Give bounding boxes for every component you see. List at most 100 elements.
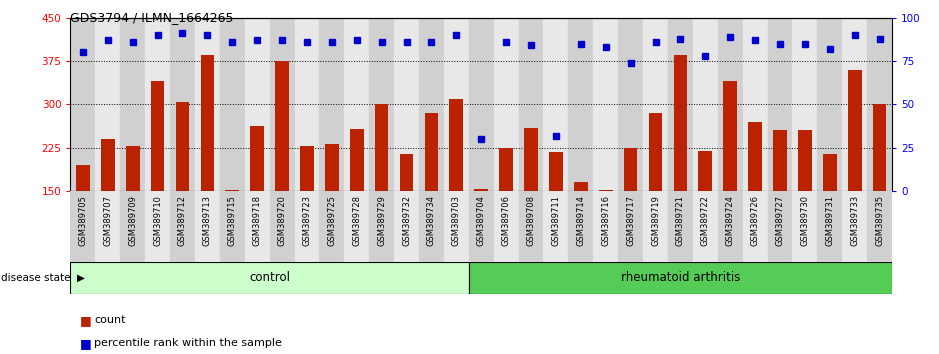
Bar — [574, 183, 588, 278]
Text: rheumatoid arthritis: rheumatoid arthritis — [621, 272, 740, 284]
Text: GSM389735: GSM389735 — [875, 195, 885, 246]
Bar — [225, 190, 239, 278]
Bar — [717, 18, 743, 191]
Bar — [120, 191, 146, 262]
Bar — [872, 104, 886, 278]
Bar — [748, 122, 762, 278]
Bar — [269, 191, 295, 262]
Text: GSM389731: GSM389731 — [825, 195, 835, 246]
Bar — [170, 191, 195, 262]
Bar — [500, 148, 513, 278]
Bar — [375, 104, 389, 278]
Bar — [400, 154, 413, 278]
Bar — [817, 18, 842, 191]
Text: percentile rank within the sample: percentile rank within the sample — [94, 338, 282, 348]
Text: GSM389704: GSM389704 — [477, 195, 485, 246]
Text: GSM389709: GSM389709 — [128, 195, 137, 246]
Bar — [146, 191, 170, 262]
Bar — [444, 18, 469, 191]
Bar — [793, 191, 817, 262]
Bar — [623, 148, 638, 278]
Bar — [699, 151, 712, 278]
Text: GSM389727: GSM389727 — [776, 195, 784, 246]
Bar — [842, 191, 867, 262]
Bar — [369, 191, 394, 262]
Bar — [350, 129, 363, 278]
Bar — [251, 126, 264, 278]
Bar — [618, 191, 643, 262]
Text: GSM389716: GSM389716 — [601, 195, 610, 246]
Text: GSM389729: GSM389729 — [377, 195, 386, 246]
Bar — [494, 18, 518, 191]
Bar — [842, 18, 867, 191]
Text: GSM389710: GSM389710 — [153, 195, 162, 246]
Bar — [544, 191, 568, 262]
Bar — [693, 18, 717, 191]
Bar — [618, 18, 643, 191]
Bar — [767, 191, 793, 262]
Text: GSM389718: GSM389718 — [253, 195, 262, 246]
Bar — [469, 18, 494, 191]
Bar — [170, 18, 195, 191]
Bar — [195, 18, 220, 191]
Text: GSM389714: GSM389714 — [577, 195, 585, 246]
Text: ■: ■ — [80, 314, 92, 327]
Bar — [369, 18, 394, 191]
Bar — [693, 191, 717, 262]
Bar — [474, 189, 488, 278]
Bar — [100, 139, 115, 278]
Bar — [673, 55, 687, 278]
Bar — [848, 70, 862, 278]
Text: GSM389722: GSM389722 — [700, 195, 710, 246]
Bar — [743, 18, 767, 191]
Bar — [220, 18, 245, 191]
Bar — [867, 191, 892, 262]
Bar — [295, 191, 319, 262]
Text: GSM389734: GSM389734 — [427, 195, 436, 246]
Text: count: count — [94, 315, 126, 325]
Bar — [549, 153, 562, 278]
Bar — [568, 18, 593, 191]
Bar — [798, 131, 811, 278]
Bar — [345, 191, 369, 262]
Text: GSM389712: GSM389712 — [178, 195, 187, 246]
Bar — [319, 191, 345, 262]
Bar — [643, 191, 668, 262]
Text: ■: ■ — [80, 337, 92, 350]
Bar — [394, 191, 419, 262]
Text: GSM389724: GSM389724 — [726, 195, 734, 246]
Bar — [568, 191, 593, 262]
Bar — [773, 131, 787, 278]
Bar — [176, 102, 190, 278]
Bar — [245, 191, 269, 262]
Text: GSM389730: GSM389730 — [800, 195, 809, 246]
Bar — [867, 18, 892, 191]
Bar — [70, 262, 469, 294]
Bar — [593, 18, 618, 191]
Bar — [195, 191, 220, 262]
Bar — [518, 191, 544, 262]
Text: GSM389711: GSM389711 — [551, 195, 561, 246]
Text: GSM389708: GSM389708 — [527, 195, 535, 246]
Text: GSM389713: GSM389713 — [203, 195, 212, 246]
Bar — [544, 18, 568, 191]
Bar — [146, 18, 170, 191]
Bar — [70, 191, 96, 262]
Text: GSM389706: GSM389706 — [501, 195, 511, 246]
Bar — [325, 144, 339, 278]
Bar — [295, 18, 319, 191]
Bar — [599, 190, 612, 278]
Text: GSM389720: GSM389720 — [278, 195, 286, 246]
Bar — [269, 18, 295, 191]
Text: GSM389705: GSM389705 — [78, 195, 87, 246]
Bar — [743, 191, 767, 262]
Bar — [419, 18, 444, 191]
Bar — [151, 81, 164, 278]
Bar — [220, 191, 245, 262]
Bar — [767, 18, 793, 191]
Bar — [668, 18, 693, 191]
Bar — [450, 99, 463, 278]
Text: GSM389721: GSM389721 — [676, 195, 685, 246]
Text: GSM389728: GSM389728 — [352, 195, 362, 246]
Bar — [643, 18, 668, 191]
